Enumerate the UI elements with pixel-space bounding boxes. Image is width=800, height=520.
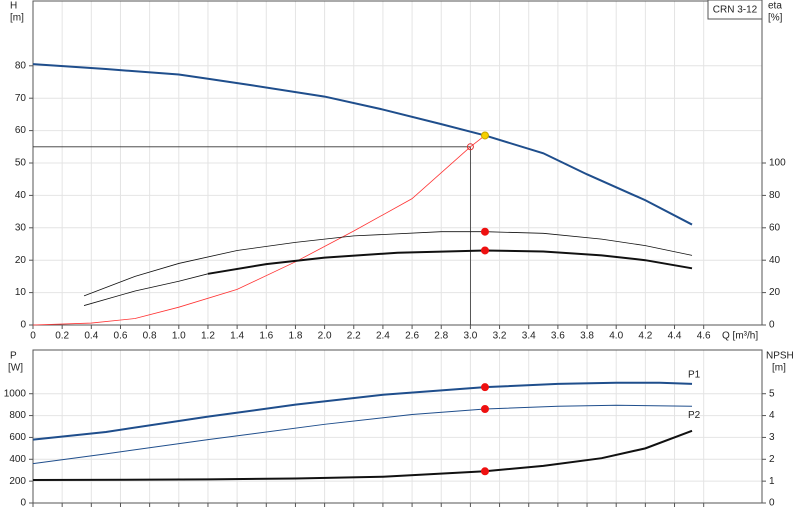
y2-tick-label: 20 (769, 287, 781, 298)
x-tick-label: 1.8 (288, 331, 302, 342)
y2-tick-label: 0 (769, 498, 775, 509)
y-tick-label: 800 (9, 410, 26, 421)
x-tick-label: 2.4 (376, 331, 390, 342)
plot-frame (32, 0, 763, 326)
y2-tick-label: 80 (769, 190, 781, 201)
series-label: P2 (688, 410, 701, 421)
operating-point (480, 246, 489, 255)
y2-tick-label: 60 (769, 222, 781, 233)
series-line (32, 381, 693, 441)
x-tick-label: 4.4 (668, 331, 682, 342)
y-tick-label: 60 (15, 125, 27, 136)
y-tick-label: 600 (9, 432, 26, 443)
operating-point (480, 383, 489, 392)
y2-tick-label: 1 (769, 476, 775, 487)
series-line (32, 135, 486, 326)
y2-tick-label: 3 (769, 432, 775, 443)
x-tick-label: 1.6 (259, 331, 273, 342)
x-tick-label: 3.2 (493, 331, 507, 342)
x-axis-label: Q [m³/h] (722, 331, 758, 342)
x-tick-label: 4.6 (697, 331, 711, 342)
operating-point (480, 405, 489, 414)
operating-point (480, 131, 489, 140)
y-axis-label: H (10, 1, 17, 12)
operating-point (480, 227, 489, 236)
y-tick-label: 30 (15, 222, 27, 233)
x-tick-label: 4.0 (609, 331, 623, 342)
x-tick-label: 1.0 (172, 331, 186, 342)
label-box (707, 0, 763, 20)
x-tick-label: 0.8 (143, 331, 157, 342)
x-tick-label: 3.8 (580, 331, 594, 342)
y-tick-label: 200 (9, 476, 26, 487)
y2-tick-label: 100 (769, 158, 786, 169)
x-tick-label: 1.2 (201, 331, 215, 342)
y-tick-label: 40 (15, 190, 27, 201)
x-tick-label: 2.0 (318, 331, 332, 342)
x-tick-label: 0.6 (114, 331, 128, 342)
y2-tick-label: 2 (769, 454, 775, 465)
y-tick-label: 20 (15, 255, 27, 266)
x-tick-label: 2.2 (347, 331, 361, 342)
y2-tick-label: 0 (769, 320, 775, 331)
chart-label: CRN 3-12 (713, 5, 758, 16)
y-tick-label: 50 (15, 158, 27, 169)
x-tick-label: 0.4 (84, 331, 98, 342)
operating-point (480, 467, 489, 476)
y-axis-unit: [m] (10, 13, 24, 24)
y2-tick-label: 5 (769, 388, 775, 399)
y2-axis-unit: [m] (772, 363, 786, 374)
y-tick-label: 1000 (4, 388, 27, 399)
x-tick-label: 3.6 (551, 331, 565, 342)
y2-tick-label: 40 (769, 255, 781, 266)
x-tick-label: 2.6 (405, 331, 419, 342)
y-axis-unit: [W] (8, 363, 23, 374)
y-tick-label: 0 (20, 320, 26, 331)
series-label: P1 (688, 370, 701, 381)
series-line (32, 63, 693, 226)
x-tick-label: 3.4 (522, 331, 536, 342)
x-tick-label: 0 (30, 331, 36, 342)
y-tick-label: 400 (9, 454, 26, 465)
x-tick-label: 1.4 (230, 331, 244, 342)
x-tick-label: 3.0 (463, 331, 477, 342)
series-line (207, 249, 693, 275)
y2-axis-label: eta (768, 1, 782, 12)
y-tick-label: 10 (15, 287, 27, 298)
y-tick-label: 80 (15, 60, 27, 71)
series-line (32, 429, 693, 482)
series-line (32, 404, 693, 465)
series-line (83, 273, 209, 306)
x-tick-label: 2.8 (434, 331, 448, 342)
plot-frame (32, 349, 763, 504)
y-axis-label: P (10, 351, 17, 362)
y2-axis-label: NPSH (766, 351, 794, 362)
y-tick-label: 0 (20, 498, 26, 509)
y2-tick-label: 4 (769, 410, 775, 421)
x-tick-label: 0.2 (55, 331, 69, 342)
series-line (83, 231, 693, 297)
y2-axis-unit: [%] (768, 13, 783, 24)
y-tick-label: 70 (15, 93, 27, 104)
x-tick-label: 4.2 (638, 331, 652, 342)
operating-point (466, 143, 474, 151)
